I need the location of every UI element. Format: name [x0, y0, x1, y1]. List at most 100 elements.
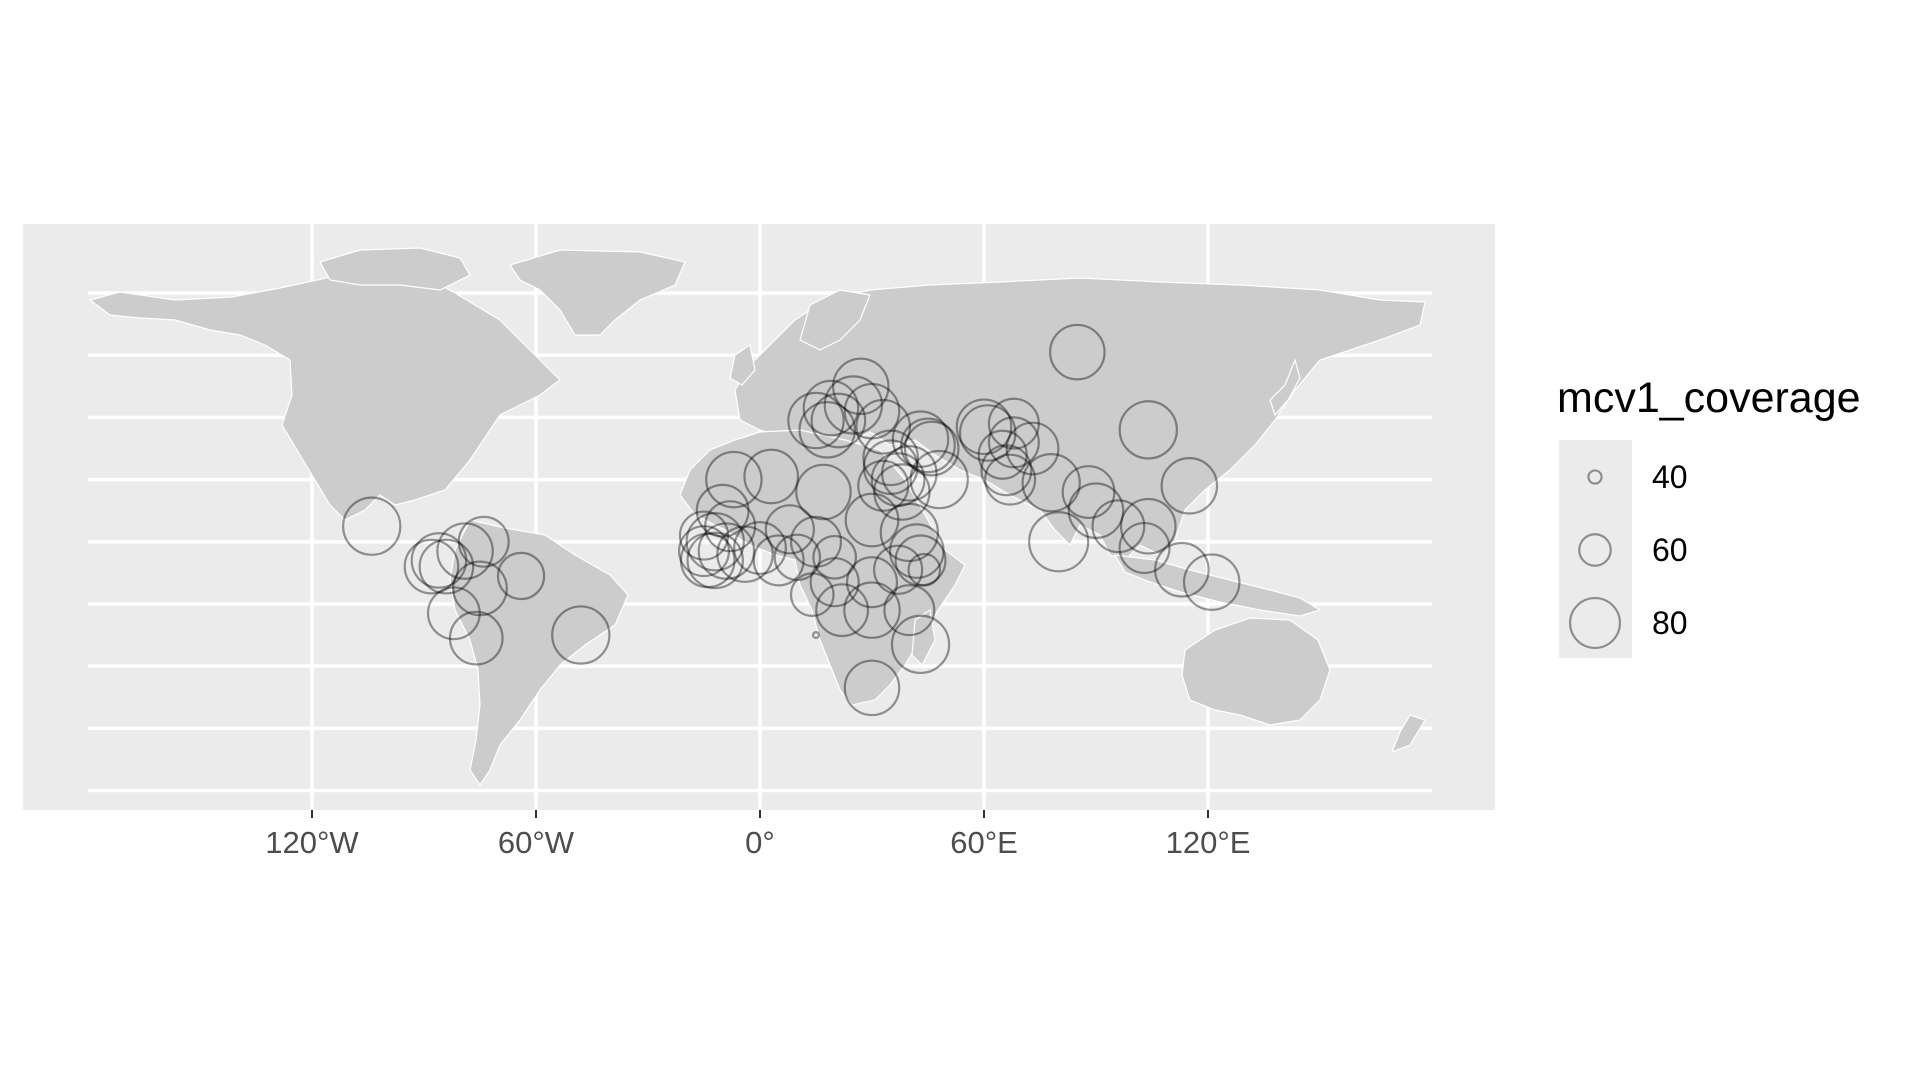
coverage-circle	[987, 416, 1040, 469]
coverage-circle	[795, 463, 852, 521]
coverage-circle	[977, 429, 1028, 480]
legend-key-circle	[1568, 596, 1622, 650]
coverage-circle	[823, 375, 884, 435]
landmass-south-america	[449, 519, 629, 787]
landmass-arctic-islands	[319, 247, 471, 291]
coverage-circle	[697, 522, 756, 580]
coverage-circle	[705, 450, 763, 509]
coverage-circle	[843, 659, 901, 717]
x-tick-label: 120°E	[1166, 825, 1251, 860]
coverage-circle	[685, 512, 745, 572]
coverage-circle	[1118, 400, 1178, 460]
coverage-circle	[873, 463, 931, 521]
coverage-circle	[903, 420, 960, 477]
coverage-circle	[958, 404, 1017, 462]
coverage-circle	[764, 504, 815, 555]
coverage-circle	[695, 483, 750, 538]
legend-label: 40	[1652, 459, 1688, 495]
coverage-circle	[342, 496, 402, 556]
legend-label: 60	[1652, 532, 1688, 568]
coverage-circle	[686, 531, 744, 590]
legend: mcv1_coverage 40 60 80	[1557, 374, 1861, 658]
legend-items: 40 60 80	[1568, 459, 1688, 650]
coverage-circle	[789, 515, 843, 568]
landmass-eurasia	[734, 277, 1426, 561]
coverage-circle	[900, 417, 956, 474]
landmass-africa	[679, 429, 966, 706]
coverage-circle	[1154, 541, 1210, 598]
coverage-circle	[789, 572, 835, 617]
coverage-circle	[870, 452, 926, 507]
coverage-circle	[418, 538, 475, 595]
coverage-circle	[980, 444, 1033, 497]
legend-key-background	[1559, 440, 1632, 658]
coverage-circle	[1005, 421, 1060, 476]
landmass-new-zealand	[1390, 714, 1426, 754]
landmass-japan	[1269, 358, 1301, 417]
legend-label: 80	[1652, 605, 1688, 641]
landmass-scandinavia	[799, 289, 871, 351]
coverage-circle	[862, 429, 919, 487]
coverage-circle	[832, 357, 890, 416]
coverage-circle	[1118, 521, 1171, 575]
coverage-circle	[810, 392, 867, 449]
coverage-circle	[909, 449, 969, 510]
coverage-circle	[704, 500, 757, 553]
coverage-circle	[1160, 457, 1219, 515]
coverage-circle	[448, 610, 504, 666]
coverage-circle	[426, 586, 481, 641]
coverage-circle	[436, 522, 494, 580]
coverage-circle	[743, 448, 800, 505]
coverage-circle	[883, 584, 936, 637]
coverage-circle	[891, 410, 950, 468]
coverage-circle	[987, 397, 1040, 450]
landmass-maritime-southeast-asia	[1113, 554, 1322, 617]
coverage-circle	[873, 544, 924, 595]
coverage-circle	[894, 534, 947, 587]
coverage-circle	[1091, 499, 1146, 554]
coverage-circle	[888, 523, 945, 579]
coverage-circle	[809, 557, 860, 608]
landmass-britain	[729, 344, 756, 386]
coverage-circle	[984, 453, 1037, 506]
coverage-circle	[890, 614, 951, 675]
land-masses	[88, 247, 1426, 787]
coverage-circle	[1028, 511, 1090, 573]
coverage-circle	[678, 510, 730, 561]
x-tick-label: 0°	[745, 825, 775, 860]
coverage-circle	[551, 605, 611, 665]
coverage-circle	[410, 532, 468, 589]
coverage-circle	[843, 382, 901, 440]
landmass-madagascar	[911, 608, 936, 667]
coverage-circle	[1049, 323, 1106, 381]
coverage-circles	[342, 323, 1241, 717]
x-axis-ticks: 120°W 60°W 0° 60°E 120°E	[265, 810, 1250, 860]
landmass-australia	[1181, 617, 1331, 726]
coverage-circle	[1067, 482, 1125, 539]
x-tick-label: 120°W	[265, 825, 359, 860]
coverage-circle	[403, 538, 460, 595]
coverage-circle	[798, 401, 856, 459]
coverage-circle	[812, 534, 858, 580]
coverage-circle	[955, 398, 1013, 456]
coverage-circle	[496, 551, 546, 601]
coverage-circle	[787, 391, 845, 450]
coverage-circle	[843, 581, 901, 639]
coverage-circle	[815, 583, 870, 638]
x-tick-label: 60°E	[950, 825, 1018, 860]
coverage-circle	[733, 521, 787, 575]
coverage-circle	[907, 552, 942, 587]
coverage-circle	[862, 439, 919, 496]
coverage-circle	[855, 398, 912, 455]
legend-key-circle	[1587, 469, 1603, 485]
coverage-circle	[844, 492, 900, 548]
coverage-circle	[802, 379, 860, 437]
x-tick-label: 60°W	[498, 825, 575, 860]
coverage-circle	[677, 525, 731, 578]
legend-key-circle	[1578, 533, 1612, 567]
coverage-circle	[1061, 465, 1116, 519]
coverage-circle	[457, 515, 510, 568]
coverage-circle	[881, 445, 938, 502]
landmass-greenland	[509, 249, 686, 336]
